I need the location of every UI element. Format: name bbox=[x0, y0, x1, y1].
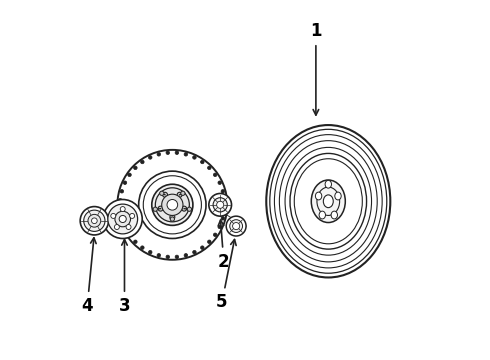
Circle shape bbox=[123, 225, 127, 229]
Circle shape bbox=[170, 215, 175, 220]
Circle shape bbox=[88, 215, 101, 227]
Circle shape bbox=[134, 166, 137, 170]
Circle shape bbox=[123, 181, 127, 184]
Circle shape bbox=[170, 217, 174, 221]
Circle shape bbox=[120, 189, 123, 193]
Circle shape bbox=[155, 188, 189, 222]
Circle shape bbox=[175, 255, 179, 259]
Circle shape bbox=[213, 198, 227, 212]
Circle shape bbox=[80, 207, 109, 235]
Circle shape bbox=[108, 204, 138, 234]
Circle shape bbox=[92, 218, 97, 224]
Circle shape bbox=[222, 208, 226, 211]
Circle shape bbox=[200, 160, 204, 164]
Text: 1: 1 bbox=[310, 22, 321, 115]
Circle shape bbox=[84, 210, 105, 231]
Circle shape bbox=[158, 206, 163, 211]
Circle shape bbox=[187, 207, 192, 211]
Circle shape bbox=[119, 208, 122, 211]
Ellipse shape bbox=[316, 192, 322, 200]
Circle shape bbox=[181, 191, 185, 195]
Circle shape bbox=[162, 194, 183, 215]
Circle shape bbox=[208, 240, 211, 244]
Circle shape bbox=[166, 151, 170, 154]
Circle shape bbox=[115, 211, 130, 227]
Circle shape bbox=[218, 225, 221, 229]
Circle shape bbox=[118, 150, 227, 260]
Circle shape bbox=[222, 198, 226, 202]
Circle shape bbox=[111, 213, 116, 219]
Circle shape bbox=[177, 192, 182, 197]
Ellipse shape bbox=[325, 180, 331, 188]
Text: 3: 3 bbox=[119, 239, 130, 315]
Circle shape bbox=[128, 173, 131, 177]
Circle shape bbox=[160, 191, 164, 195]
Circle shape bbox=[103, 199, 142, 238]
Circle shape bbox=[221, 217, 224, 220]
Ellipse shape bbox=[335, 192, 341, 200]
Circle shape bbox=[126, 225, 131, 229]
Circle shape bbox=[218, 181, 221, 184]
Circle shape bbox=[148, 156, 152, 159]
Circle shape bbox=[209, 193, 232, 216]
Ellipse shape bbox=[331, 211, 338, 219]
Circle shape bbox=[157, 153, 161, 156]
Circle shape bbox=[226, 216, 246, 236]
Circle shape bbox=[141, 160, 144, 164]
Circle shape bbox=[163, 192, 168, 197]
Circle shape bbox=[141, 246, 144, 249]
Circle shape bbox=[230, 220, 243, 233]
Ellipse shape bbox=[311, 180, 345, 222]
Circle shape bbox=[128, 233, 131, 237]
Circle shape bbox=[217, 201, 224, 208]
Circle shape bbox=[193, 156, 196, 159]
Text: 2: 2 bbox=[218, 220, 229, 270]
Circle shape bbox=[193, 251, 196, 254]
Circle shape bbox=[120, 207, 125, 212]
Circle shape bbox=[167, 199, 178, 210]
Circle shape bbox=[166, 255, 170, 259]
Circle shape bbox=[213, 233, 217, 237]
Circle shape bbox=[184, 253, 188, 257]
Circle shape bbox=[134, 240, 137, 244]
Ellipse shape bbox=[319, 211, 325, 219]
Circle shape bbox=[233, 222, 240, 230]
Text: 4: 4 bbox=[81, 238, 96, 315]
Circle shape bbox=[130, 213, 135, 219]
Circle shape bbox=[148, 251, 152, 254]
Circle shape bbox=[114, 225, 120, 229]
Circle shape bbox=[157, 253, 161, 257]
Text: 5: 5 bbox=[216, 239, 236, 311]
Circle shape bbox=[184, 153, 188, 156]
Circle shape bbox=[139, 171, 206, 238]
Circle shape bbox=[208, 166, 211, 170]
Circle shape bbox=[119, 198, 122, 202]
Circle shape bbox=[221, 189, 224, 193]
Circle shape bbox=[175, 151, 179, 154]
Circle shape bbox=[120, 217, 123, 220]
Circle shape bbox=[200, 246, 204, 249]
Circle shape bbox=[213, 173, 217, 177]
Circle shape bbox=[152, 184, 193, 225]
Circle shape bbox=[182, 206, 187, 211]
Ellipse shape bbox=[323, 195, 333, 208]
Circle shape bbox=[153, 207, 157, 211]
Circle shape bbox=[119, 215, 126, 222]
